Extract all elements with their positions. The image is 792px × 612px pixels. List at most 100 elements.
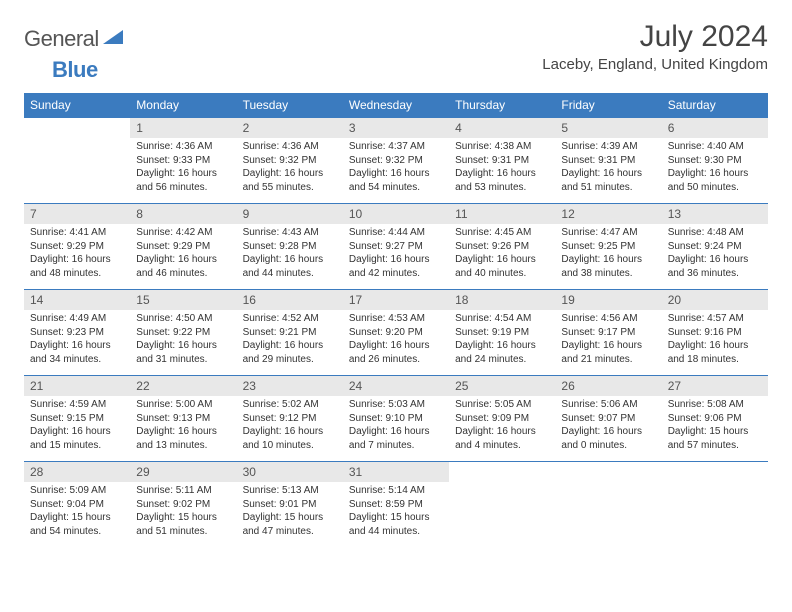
day-number: 4 [449,117,555,138]
day-number: 18 [449,289,555,310]
day-details: Sunrise: 5:13 AMSunset: 9:01 PMDaylight:… [237,482,343,542]
calendar-cell [449,461,555,547]
day-number: 11 [449,203,555,224]
calendar-cell: 21Sunrise: 4:59 AMSunset: 9:15 PMDayligh… [24,375,130,461]
day-number: 27 [662,375,768,396]
calendar-cell: 13Sunrise: 4:48 AMSunset: 9:24 PMDayligh… [662,203,768,289]
day-number: 16 [237,289,343,310]
weekday-header: Tuesday [237,93,343,117]
day-details: Sunrise: 4:43 AMSunset: 9:28 PMDaylight:… [237,224,343,284]
day-details: Sunrise: 4:38 AMSunset: 9:31 PMDaylight:… [449,138,555,198]
day-details: Sunrise: 4:42 AMSunset: 9:29 PMDaylight:… [130,224,236,284]
calendar-cell: 11Sunrise: 4:45 AMSunset: 9:26 PMDayligh… [449,203,555,289]
calendar-cell: 1Sunrise: 4:36 AMSunset: 9:33 PMDaylight… [130,117,236,203]
weekday-header: Sunday [24,93,130,117]
calendar-cell: 23Sunrise: 5:02 AMSunset: 9:12 PMDayligh… [237,375,343,461]
calendar-table: SundayMondayTuesdayWednesdayThursdayFrid… [24,93,768,547]
calendar-cell: 31Sunrise: 5:14 AMSunset: 8:59 PMDayligh… [343,461,449,547]
calendar-cell: 14Sunrise: 4:49 AMSunset: 9:23 PMDayligh… [24,289,130,375]
calendar-row: 14Sunrise: 4:49 AMSunset: 9:23 PMDayligh… [24,289,768,375]
day-details: Sunrise: 4:44 AMSunset: 9:27 PMDaylight:… [343,224,449,284]
day-number: 6 [662,117,768,138]
day-details: Sunrise: 4:57 AMSunset: 9:16 PMDaylight:… [662,310,768,370]
day-details: Sunrise: 4:40 AMSunset: 9:30 PMDaylight:… [662,138,768,198]
calendar-cell: 4Sunrise: 4:38 AMSunset: 9:31 PMDaylight… [449,117,555,203]
day-details: Sunrise: 4:59 AMSunset: 9:15 PMDaylight:… [24,396,130,456]
day-details: Sunrise: 4:53 AMSunset: 9:20 PMDaylight:… [343,310,449,370]
calendar-cell: 27Sunrise: 5:08 AMSunset: 9:06 PMDayligh… [662,375,768,461]
location: Laceby, England, United Kingdom [542,56,768,73]
logo-triangle-icon [103,28,123,49]
day-number: 12 [555,203,661,224]
calendar-cell: 8Sunrise: 4:42 AMSunset: 9:29 PMDaylight… [130,203,236,289]
day-number: 19 [555,289,661,310]
calendar-cell: 17Sunrise: 4:53 AMSunset: 9:20 PMDayligh… [343,289,449,375]
day-details: Sunrise: 4:36 AMSunset: 9:32 PMDaylight:… [237,138,343,198]
day-details: Sunrise: 5:09 AMSunset: 9:04 PMDaylight:… [24,482,130,542]
day-number: 3 [343,117,449,138]
day-details: Sunrise: 4:48 AMSunset: 9:24 PMDaylight:… [662,224,768,284]
day-number: 7 [24,203,130,224]
day-number: 28 [24,461,130,482]
day-number: 22 [130,375,236,396]
calendar-cell: 12Sunrise: 4:47 AMSunset: 9:25 PMDayligh… [555,203,661,289]
day-number: 8 [130,203,236,224]
day-number: 14 [24,289,130,310]
day-number: 17 [343,289,449,310]
day-number: 2 [237,117,343,138]
day-number: 13 [662,203,768,224]
day-number: 21 [24,375,130,396]
logo: General [24,26,125,52]
day-details: Sunrise: 4:41 AMSunset: 9:29 PMDaylight:… [24,224,130,284]
calendar-cell: 10Sunrise: 4:44 AMSunset: 9:27 PMDayligh… [343,203,449,289]
day-details: Sunrise: 4:52 AMSunset: 9:21 PMDaylight:… [237,310,343,370]
calendar-cell: 26Sunrise: 5:06 AMSunset: 9:07 PMDayligh… [555,375,661,461]
day-number: 5 [555,117,661,138]
day-number: 9 [237,203,343,224]
day-details: Sunrise: 4:50 AMSunset: 9:22 PMDaylight:… [130,310,236,370]
calendar-cell: 19Sunrise: 4:56 AMSunset: 9:17 PMDayligh… [555,289,661,375]
weekday-header: Saturday [662,93,768,117]
calendar-body: 1Sunrise: 4:36 AMSunset: 9:33 PMDaylight… [24,117,768,547]
day-number: 1 [130,117,236,138]
calendar-cell: 20Sunrise: 4:57 AMSunset: 9:16 PMDayligh… [662,289,768,375]
calendar-page: General July 2024 Laceby, England, Unite… [0,0,792,567]
calendar-cell: 15Sunrise: 4:50 AMSunset: 9:22 PMDayligh… [130,289,236,375]
day-details: Sunrise: 4:36 AMSunset: 9:33 PMDaylight:… [130,138,236,198]
day-details: Sunrise: 5:02 AMSunset: 9:12 PMDaylight:… [237,396,343,456]
day-details: Sunrise: 4:45 AMSunset: 9:26 PMDaylight:… [449,224,555,284]
day-details: Sunrise: 4:56 AMSunset: 9:17 PMDaylight:… [555,310,661,370]
day-details: Sunrise: 5:06 AMSunset: 9:07 PMDaylight:… [555,396,661,456]
calendar-cell: 29Sunrise: 5:11 AMSunset: 9:02 PMDayligh… [130,461,236,547]
day-details: Sunrise: 4:49 AMSunset: 9:23 PMDaylight:… [24,310,130,370]
day-details: Sunrise: 5:11 AMSunset: 9:02 PMDaylight:… [130,482,236,542]
day-details: Sunrise: 5:08 AMSunset: 9:06 PMDaylight:… [662,396,768,456]
day-details: Sunrise: 4:54 AMSunset: 9:19 PMDaylight:… [449,310,555,370]
day-number: 29 [130,461,236,482]
calendar-cell [662,461,768,547]
month-title: July 2024 [542,20,768,54]
logo-word-2: Blue [52,57,98,83]
calendar-cell: 30Sunrise: 5:13 AMSunset: 9:01 PMDayligh… [237,461,343,547]
weekday-header: Thursday [449,93,555,117]
calendar-cell: 25Sunrise: 5:05 AMSunset: 9:09 PMDayligh… [449,375,555,461]
day-number: 31 [343,461,449,482]
calendar-cell [24,117,130,203]
weekday-header: Wednesday [343,93,449,117]
day-number: 20 [662,289,768,310]
day-details: Sunrise: 4:37 AMSunset: 9:32 PMDaylight:… [343,138,449,198]
calendar-cell: 28Sunrise: 5:09 AMSunset: 9:04 PMDayligh… [24,461,130,547]
calendar-row: 28Sunrise: 5:09 AMSunset: 9:04 PMDayligh… [24,461,768,547]
day-number: 24 [343,375,449,396]
day-details: Sunrise: 5:05 AMSunset: 9:09 PMDaylight:… [449,396,555,456]
logo-word-1: General [24,26,99,52]
day-number: 10 [343,203,449,224]
day-details: Sunrise: 4:39 AMSunset: 9:31 PMDaylight:… [555,138,661,198]
calendar-cell: 5Sunrise: 4:39 AMSunset: 9:31 PMDaylight… [555,117,661,203]
day-details: Sunrise: 5:03 AMSunset: 9:10 PMDaylight:… [343,396,449,456]
day-details: Sunrise: 5:14 AMSunset: 8:59 PMDaylight:… [343,482,449,542]
day-number: 25 [449,375,555,396]
day-number: 15 [130,289,236,310]
calendar-cell: 24Sunrise: 5:03 AMSunset: 9:10 PMDayligh… [343,375,449,461]
calendar-row: 7Sunrise: 4:41 AMSunset: 9:29 PMDaylight… [24,203,768,289]
